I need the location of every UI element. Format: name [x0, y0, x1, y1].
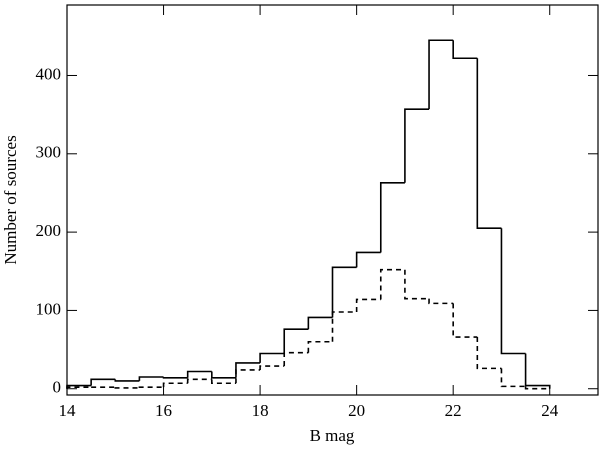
histogram-step [476, 337, 502, 370]
histogram-step [283, 328, 309, 354]
histogram-step [379, 268, 405, 300]
histogram-step [283, 351, 309, 367]
histogram-step [331, 266, 357, 318]
histogram-step [331, 311, 357, 342]
histogram-step [307, 316, 333, 330]
histogram-step [259, 352, 285, 363]
histogram-step [114, 379, 140, 382]
histogram-step [211, 371, 236, 379]
histogram-step [500, 368, 526, 388]
y-tick-label: 400 [36, 64, 62, 83]
histogram-step [138, 386, 164, 388]
x-tick-label: 14 [59, 401, 77, 420]
x-tick-label: 22 [445, 401, 462, 420]
plot-frame [66, 4, 599, 396]
histogram-step [452, 40, 478, 60]
histogram-step [162, 376, 188, 379]
histogram-step [500, 228, 526, 355]
x-tick-label: 20 [348, 401, 365, 420]
y-tick-label: 200 [36, 221, 62, 240]
histogram-step [428, 298, 454, 305]
histogram-step [452, 303, 478, 338]
y-tick-label: 0 [53, 378, 62, 397]
histogram-step [476, 58, 502, 229]
histogram-step [379, 181, 405, 253]
histogram-step [186, 370, 212, 378]
x-axis-title: B mag [310, 426, 355, 445]
y-tick-label: 300 [36, 143, 62, 162]
x-tick-label: 24 [541, 401, 559, 420]
histogram-step [235, 362, 261, 378]
histogram-step [404, 269, 430, 300]
histogram-step [355, 298, 381, 312]
histogram-step [162, 382, 188, 388]
histogram-step [259, 365, 285, 370]
histogram-step [114, 387, 140, 389]
histogram-step [404, 108, 430, 183]
histogram-step [355, 251, 381, 268]
histogram-step [428, 39, 454, 110]
x-tick-label: 16 [155, 401, 172, 420]
y-tick-label: 100 [36, 299, 62, 318]
histogram-step [524, 353, 551, 389]
histogram-step [307, 340, 333, 353]
histogram-step [524, 386, 550, 390]
histogram-step [186, 378, 212, 384]
histogram-step [90, 378, 116, 386]
y-axis-title: Number of sources [1, 135, 20, 264]
histogram-step [235, 369, 261, 384]
histogram-step [66, 386, 92, 389]
x-tick-label: 18 [252, 401, 269, 420]
histogram-step [138, 376, 164, 381]
histogram-step [211, 379, 236, 385]
